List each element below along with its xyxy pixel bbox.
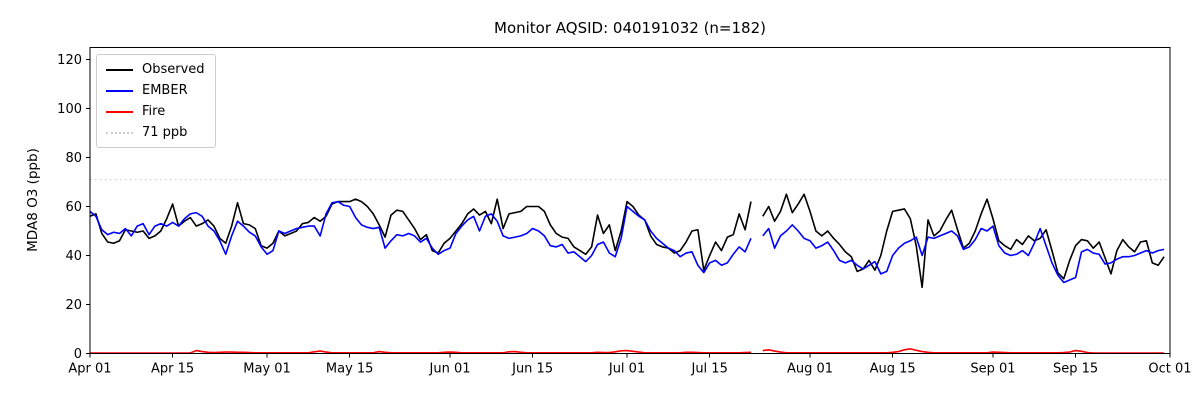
x-tick-label: Sep 01: [970, 362, 1015, 377]
ember-line: [89, 200, 752, 274]
x-tick-label: Apr 15: [151, 362, 194, 377]
x-tick-label: May 01: [243, 362, 291, 377]
x-tick-label: Jun 15: [511, 362, 553, 377]
y-tick-label: 40: [65, 249, 82, 264]
legend-item-observed: Observed: [106, 62, 205, 78]
observed-line: [762, 193, 1165, 289]
legend-label: EMBER: [142, 83, 188, 98]
y-tick-label: 120: [57, 53, 82, 68]
y-tick-label: 60: [65, 200, 82, 215]
legend-line-sample: [106, 90, 133, 92]
legend-box: Observed EMBER Fire 71 ppb: [96, 54, 216, 148]
x-tick-label: Aug 01: [787, 362, 833, 377]
legend-item-ember: EMBER: [106, 83, 205, 99]
legend-line-sample: [106, 132, 133, 134]
legend-label: 71 ppb: [142, 125, 188, 140]
legend-item-71-ppb: 71 ppb: [106, 125, 205, 141]
observed-line: [89, 198, 752, 272]
axes-frame: [89, 46, 1171, 354]
y-tick-label: 0: [74, 347, 82, 362]
ember-line: [762, 224, 1165, 284]
x-tick-label: Jun 01: [429, 362, 471, 377]
x-tick-label: Oct 01: [1148, 362, 1191, 377]
x-tick-label: Apr 01: [68, 362, 111, 377]
legend-label: Fire: [142, 104, 166, 119]
y-tick-label: 100: [57, 102, 82, 117]
legend-label: Observed: [142, 62, 205, 77]
y-tick-label: 20: [65, 298, 82, 313]
x-tick-label: Jul 15: [690, 362, 727, 377]
x-tick-label: May 15: [326, 362, 374, 377]
legend-line-sample: [106, 111, 133, 113]
fire-line: [90, 349, 752, 354]
legend-line-sample: [106, 69, 133, 71]
legend-item-fire: Fire: [106, 104, 205, 120]
x-tick-label: Sep 15: [1053, 362, 1098, 377]
fire-line: [762, 348, 1165, 354]
y-tick-label: 80: [65, 151, 82, 166]
chart-title: Monitor AQSID: 040191032 (n=182): [494, 19, 766, 37]
x-tick-label: Aug 15: [870, 362, 916, 377]
x-tick-label: Jul 01: [608, 362, 645, 377]
